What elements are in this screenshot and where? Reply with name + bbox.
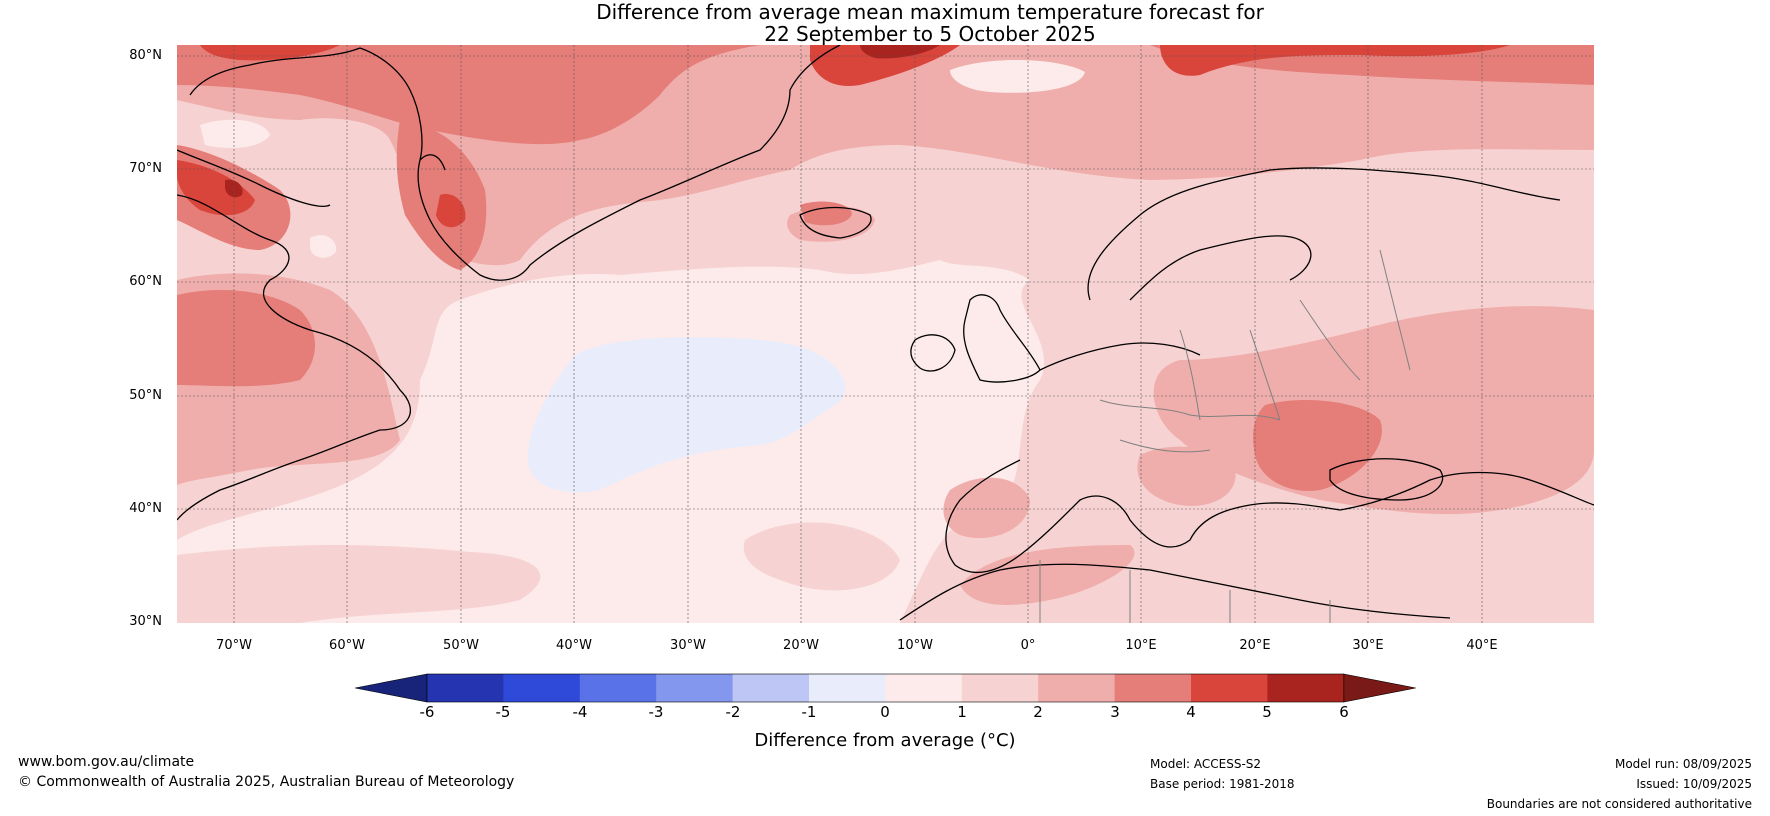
anomaly-zone-3-4 [177, 290, 315, 387]
lon-label-70w: 70°W [216, 638, 252, 653]
anomaly-zone-minus-1-0 [527, 337, 846, 493]
footer-website: www.bom.gov.au/climate [18, 754, 195, 770]
lat-label-60n: 60°N [129, 274, 162, 289]
lon-label-50w: 50°W [443, 638, 479, 653]
anomaly-zone-0-1 [440, 402, 479, 436]
lon-label-40w: 40°W [556, 638, 592, 653]
colorbar-tick: -2 [725, 703, 741, 721]
lat-label-70n: 70°N [129, 161, 162, 176]
anomaly-zone-5-6 [860, 45, 940, 59]
footer-issued: Issued: 10/09/2025 [1636, 777, 1752, 791]
lat-label-40n: 40°N [129, 501, 162, 516]
lon-label-40e: 40°E [1466, 638, 1498, 653]
anomaly-zone-3-4 [1253, 400, 1382, 491]
colorbar-tick: 5 [1262, 703, 1272, 721]
lon-label-0: 0° [1020, 638, 1036, 653]
footer-base-period: Base period: 1981-2018 [1150, 777, 1295, 791]
anomaly-zone-4-5 [810, 45, 960, 86]
lon-label-60w: 60°W [329, 638, 365, 653]
anomaly-zone-0-1 [310, 235, 337, 258]
colorbar-tick: 4 [1186, 703, 1196, 721]
anomaly-zone-1-2 [743, 522, 900, 591]
lon-label-20e: 20°E [1239, 638, 1271, 653]
footer-model-run: Model run: 08/09/2025 [1614, 757, 1752, 771]
footer-model: Model: ACCESS-S2 [1150, 757, 1262, 771]
colorbar-tick: -3 [648, 703, 664, 721]
anomaly-zone-2-3 [1137, 446, 1236, 506]
colorbar-label: Difference from average (°C) [754, 730, 1016, 751]
lon-label-20w: 20°W [783, 638, 819, 653]
map-title-line-2: 22 September to 5 October 2025 [764, 22, 1096, 46]
colorbar-tick: 1 [957, 703, 967, 721]
lat-label-30n: 30°N [129, 614, 162, 629]
anomaly-zone-4-5 [1160, 45, 1510, 76]
lat-label-80n: 80°N [129, 48, 162, 63]
colorbar-tick: 2 [1033, 703, 1043, 721]
lon-label-10w: 10°W [897, 638, 933, 653]
anomaly-zone-0-1 [950, 60, 1085, 93]
colorbar-tick: -1 [801, 703, 817, 721]
anomaly-zone-5-6 [225, 179, 243, 198]
colorbar-tick: 0 [880, 703, 890, 721]
colorbar-tick: 6 [1339, 703, 1349, 721]
footer-disclaimer: Boundaries are not considered authoritat… [1486, 797, 1752, 811]
anomaly-zone-4-5 [177, 160, 255, 216]
colorbar-tick: 3 [1110, 703, 1120, 721]
anomaly-zone-0-1 [200, 119, 270, 148]
lon-label-30w: 30°W [670, 638, 706, 653]
country-borders [1039, 249, 1411, 623]
anomaly-shading [177, 45, 1594, 623]
colorbar-tick: -5 [495, 703, 511, 721]
lon-label-10e: 10°E [1125, 638, 1157, 653]
map-title-line-1: Difference from average mean maximum tem… [596, 0, 1264, 24]
anomaly-zone-4-5 [200, 45, 340, 61]
anomaly-zone-2-3 [943, 477, 1030, 539]
coastlines [177, 45, 1594, 621]
anomaly-zone-3-4 [177, 45, 760, 145]
anomaly-zone-1-2 [177, 544, 541, 623]
footer-copyright: © Commonwealth of Australia 2025, Austra… [18, 774, 515, 790]
anomaly-zone-2-3 [960, 545, 1135, 605]
anomaly-zone-4-5 [436, 194, 466, 228]
lon-label-30e: 30°E [1352, 638, 1384, 653]
lat-label-50n: 50°N [129, 388, 162, 403]
colorbar-tick: -4 [572, 703, 588, 721]
colorbar-tick: -6 [419, 703, 435, 721]
